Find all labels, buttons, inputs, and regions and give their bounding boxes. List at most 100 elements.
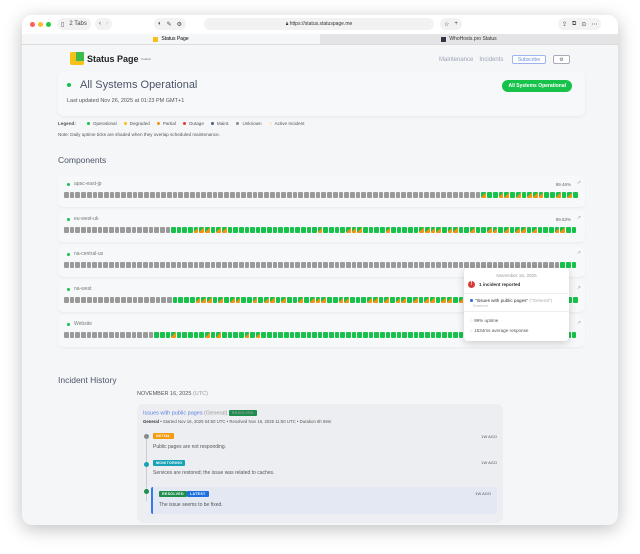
tick-partial[interactable] [252, 297, 258, 303]
tick-operational[interactable] [408, 332, 413, 338]
tick-operational[interactable] [241, 297, 246, 303]
tick-unknown[interactable] [149, 297, 155, 303]
close-window-button[interactable] [30, 22, 35, 27]
tick-operational[interactable] [452, 297, 458, 303]
tick-unknown[interactable] [526, 262, 532, 268]
external-link-icon[interactable]: ↗ [576, 215, 581, 221]
tick-operational[interactable] [306, 332, 312, 338]
tick-unknown[interactable] [224, 192, 229, 198]
tick-unknown[interactable] [97, 332, 103, 338]
tick-partial[interactable] [458, 297, 464, 303]
tick-unknown[interactable] [138, 297, 144, 303]
tick-unknown[interactable] [126, 262, 131, 268]
tick-partial[interactable] [218, 297, 224, 303]
tick-unknown[interactable] [261, 262, 267, 268]
tick-unknown[interactable] [97, 262, 103, 268]
tick-unknown[interactable] [298, 192, 304, 198]
tick-operational[interactable] [379, 332, 385, 338]
tick-operational[interactable] [374, 227, 379, 233]
tick-unknown[interactable] [374, 262, 379, 268]
tick-unknown[interactable] [515, 262, 520, 268]
tick-unknown[interactable] [464, 192, 470, 198]
tick-unknown[interactable] [212, 192, 218, 198]
tick-unknown[interactable] [418, 192, 424, 198]
tick-operational[interactable] [413, 332, 419, 338]
nav-incidents[interactable]: Incidents [479, 57, 504, 63]
tick-unknown[interactable] [80, 332, 86, 338]
tick-partial[interactable] [229, 297, 235, 303]
tick-operational[interactable] [349, 297, 355, 303]
tick-unknown[interactable] [309, 192, 315, 198]
tick-unknown[interactable] [121, 192, 126, 198]
tick-unknown[interactable] [189, 192, 195, 198]
tick-unknown[interactable] [142, 227, 148, 233]
tick-operational[interactable] [221, 332, 227, 338]
tick-operational[interactable] [357, 332, 362, 338]
copy-icon[interactable]: ⧉ [572, 20, 577, 27]
tick-unknown[interactable] [255, 262, 261, 268]
tick-partial[interactable] [520, 227, 526, 233]
tick-unknown[interactable] [247, 192, 252, 198]
tick-unknown[interactable] [408, 262, 413, 268]
tick-unknown[interactable] [188, 262, 193, 268]
tick-unknown[interactable] [407, 192, 412, 198]
tick-unknown[interactable] [166, 192, 172, 198]
tick-operational[interactable] [188, 332, 193, 338]
tick-partial[interactable] [567, 192, 572, 198]
tick-partial[interactable] [419, 227, 424, 233]
tick-partial[interactable] [372, 297, 378, 303]
tick-unknown[interactable] [458, 192, 464, 198]
tick-partial[interactable] [255, 332, 261, 338]
tick-partial[interactable] [384, 297, 389, 303]
tick-unknown[interactable] [75, 192, 81, 198]
tick-partial[interactable] [281, 297, 287, 303]
tick-partial[interactable] [395, 297, 401, 303]
back-icon[interactable]: ‹ [99, 21, 101, 27]
tick-unknown[interactable] [283, 262, 289, 268]
tick-operational[interactable] [544, 192, 550, 198]
tab-overview-button[interactable]: ▯ 2 Tabs [57, 18, 91, 30]
tick-unknown[interactable] [64, 332, 69, 338]
tab-status-page[interactable]: Status Page [22, 34, 320, 44]
tick-operational[interactable] [247, 297, 252, 303]
tick-partial[interactable] [317, 227, 323, 233]
tick-unknown[interactable] [413, 262, 419, 268]
tick-unknown[interactable] [281, 192, 287, 198]
tick-unknown[interactable] [346, 262, 351, 268]
tick-unknown[interactable] [235, 192, 241, 198]
tick-partial[interactable] [199, 227, 205, 233]
tick-unknown[interactable] [199, 262, 205, 268]
tick-operational[interactable] [402, 332, 408, 338]
tick-operational[interactable] [332, 297, 338, 303]
tick-unknown[interactable] [227, 262, 233, 268]
tick-unknown[interactable] [114, 262, 120, 268]
tick-unknown[interactable] [154, 262, 159, 268]
tick-unknown[interactable] [176, 262, 182, 268]
tick-partial[interactable] [205, 227, 210, 233]
tick-unknown[interactable] [317, 262, 323, 268]
tick-unknown[interactable] [92, 297, 98, 303]
tick-operational[interactable] [165, 332, 171, 338]
tick-unknown[interactable] [264, 192, 269, 198]
external-link-icon[interactable]: ↗ [576, 320, 581, 326]
tick-operational[interactable] [389, 297, 395, 303]
tick-unknown[interactable] [269, 192, 275, 198]
tick-partial[interactable] [430, 227, 436, 233]
tick-unknown[interactable] [161, 192, 166, 198]
tick-operational[interactable] [233, 227, 238, 233]
tick-unknown[interactable] [115, 192, 121, 198]
tick-operational[interactable] [510, 192, 515, 198]
tick-unknown[interactable] [275, 192, 281, 198]
tick-partial[interactable] [298, 297, 304, 303]
tick-partial[interactable] [201, 297, 206, 303]
tick-partial[interactable] [206, 297, 212, 303]
tick-unknown[interactable] [103, 332, 109, 338]
tick-unknown[interactable] [424, 192, 429, 198]
tick-operational[interactable] [295, 227, 300, 233]
tick-operational[interactable] [255, 227, 261, 233]
tick-operational[interactable] [355, 297, 361, 303]
tick-operational[interactable] [571, 262, 577, 268]
tick-unknown[interactable] [351, 262, 357, 268]
tick-operational[interactable] [258, 297, 264, 303]
tick-operational[interactable] [323, 332, 329, 338]
